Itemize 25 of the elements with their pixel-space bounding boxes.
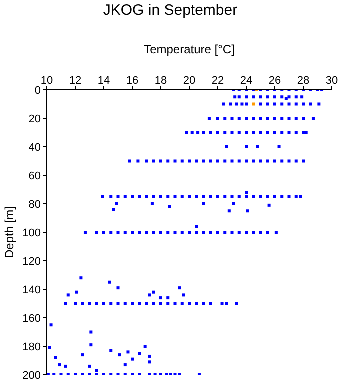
y-tick-label: 20 bbox=[28, 113, 41, 126]
x-axis-title: Temperature [°C] bbox=[144, 42, 235, 57]
y-tick-label: 120 bbox=[22, 256, 41, 268]
x-tick-label: 10 bbox=[40, 75, 54, 87]
y-tick-label: 0 bbox=[34, 84, 41, 97]
y-tick-label: 60 bbox=[28, 170, 41, 182]
x-tick-label: 12 bbox=[69, 75, 82, 87]
y-tick-label: 80 bbox=[28, 198, 41, 211]
x-tick-label: 30 bbox=[326, 75, 338, 87]
x-tick-label: 16 bbox=[126, 75, 139, 87]
x-tick-label: 24 bbox=[240, 75, 253, 87]
x-tick-label: 22 bbox=[212, 75, 224, 87]
y-tick-label: 140 bbox=[22, 284, 41, 296]
y-tick-label: 160 bbox=[22, 312, 41, 325]
x-tick-label: 28 bbox=[297, 75, 310, 87]
x-tick-label: 20 bbox=[183, 75, 196, 87]
y-tick-label: 180 bbox=[22, 341, 41, 354]
y-tick-label: 200 bbox=[22, 370, 41, 382]
chart-title: JKOG in September bbox=[102, 2, 239, 19]
x-tick-label: 14 bbox=[98, 75, 110, 87]
y-tick-label: 40 bbox=[28, 142, 41, 154]
y-tick-label: 100 bbox=[22, 227, 41, 240]
x-tick-label: 18 bbox=[154, 75, 168, 87]
x-tick-label: 26 bbox=[268, 75, 282, 87]
y-axis-title: Depth [m] bbox=[2, 206, 16, 259]
